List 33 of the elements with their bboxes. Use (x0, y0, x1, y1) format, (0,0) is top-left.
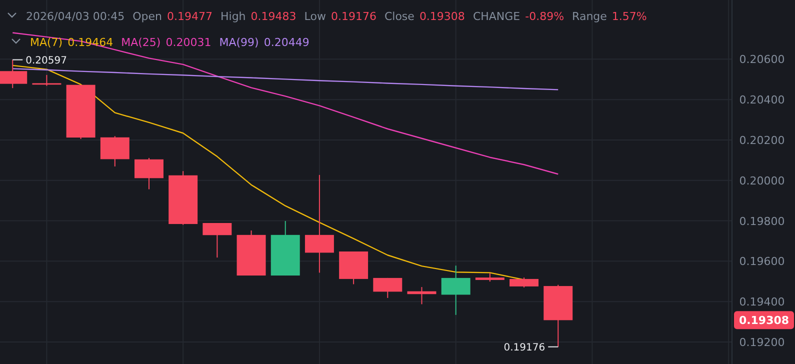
series-label: MA(25) (121, 36, 161, 49)
annotation: 0.20449 (264, 36, 310, 49)
y-tick-label: 0.20000 (739, 174, 785, 188)
annotation: 0.19477 (167, 10, 212, 23)
annotation: 2026/04/03 00:45 (26, 10, 125, 23)
text: MA(99) (219, 36, 259, 49)
annotation: High (220, 10, 246, 23)
line-series (12, 68, 559, 90)
annotation: 0.19483 (250, 10, 296, 23)
y-tick-label: 0.19400 (739, 296, 785, 309)
y-tick-label: 0.20200 (739, 134, 785, 147)
annotation: -0.89% (525, 10, 564, 23)
line-series (12, 32, 559, 175)
annotation: Range (572, 10, 608, 23)
annotation: 0.19308 (419, 10, 465, 23)
annotation: 0.19176 (504, 342, 546, 354)
annotation: 0.19176 (330, 10, 376, 23)
y-tick-label: 0.19200 (739, 336, 785, 349)
line-series (12, 64, 525, 280)
candlestick (32, 74, 62, 86)
annotation: Open (132, 10, 162, 23)
annotation: Low (304, 10, 326, 23)
y-tick-label: 0.20600 (739, 53, 785, 66)
series-label: MA(7) (30, 36, 63, 49)
text: 1.57% (612, 10, 647, 23)
text: 0.19308 (738, 314, 790, 328)
annotation: 0.20597 (26, 55, 67, 66)
y-tick-label: 0.19800 (739, 214, 785, 228)
annotation: CHANGE (472, 10, 520, 23)
annotation: 0.20031 (166, 36, 212, 49)
annotation: Close (384, 10, 415, 23)
y-tick-label: 0.19600 (739, 255, 785, 268)
y-tick-label: 0.20400 (739, 94, 785, 107)
